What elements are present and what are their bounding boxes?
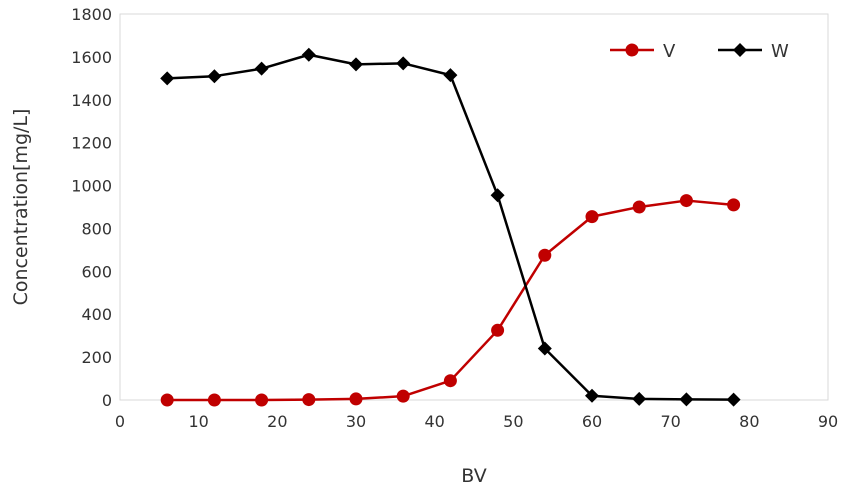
- data-point-w: [301, 47, 316, 62]
- y-tick-label: 200: [81, 348, 112, 367]
- y-axis-ticks: 0 200 400 600 800 1000 1200 1400 1600 1800: [71, 5, 112, 410]
- data-point-v: [538, 248, 552, 262]
- y-tick-label: 1400: [71, 91, 112, 110]
- data-point-w: [443, 68, 458, 83]
- data-point-v: [349, 392, 363, 406]
- x-axis-ticks: 0 10 20 30 40 50 60 70 80 90: [115, 412, 838, 431]
- y-tick-label: 1800: [71, 5, 112, 24]
- x-tick-label: 20: [267, 412, 287, 431]
- legend-item-w: W: [718, 41, 789, 62]
- data-point-v: [679, 194, 693, 208]
- legend-label: W: [771, 41, 789, 62]
- x-tick-label: 10: [188, 412, 208, 431]
- data-point-v: [632, 200, 646, 214]
- y-tick-label: 800: [81, 219, 112, 238]
- data-point-w: [632, 391, 647, 406]
- x-tick-label: 0: [115, 412, 125, 431]
- data-point-w: [160, 71, 175, 86]
- y-tick-label: 0: [102, 391, 112, 410]
- data-point-v: [160, 393, 174, 407]
- legend-marker: [625, 43, 639, 57]
- data-point-w: [726, 392, 741, 407]
- data-point-v: [491, 323, 505, 337]
- legend-item-v: V: [610, 41, 676, 62]
- data-point-w: [207, 69, 222, 84]
- x-tick-label: 40: [424, 412, 444, 431]
- data-point-v: [727, 198, 741, 212]
- data-point-v: [443, 374, 457, 388]
- legend-marker: [733, 43, 747, 57]
- y-tick-label: 400: [81, 305, 112, 324]
- data-point-w: [396, 56, 411, 71]
- x-tick-label: 30: [346, 412, 366, 431]
- data-point-w: [537, 341, 552, 356]
- x-tick-label: 60: [582, 412, 602, 431]
- y-axis-title: Concentration[mg/L]: [10, 109, 32, 306]
- x-tick-label: 90: [818, 412, 838, 431]
- x-tick-label: 80: [739, 412, 759, 431]
- y-tick-label: 600: [81, 262, 112, 281]
- legend-label: V: [663, 41, 676, 62]
- series-v: [160, 194, 741, 407]
- data-point-v: [585, 210, 599, 224]
- plot-area: [119, 13, 829, 401]
- series-layer: [160, 47, 741, 407]
- y-tick-label: 1200: [71, 134, 112, 153]
- data-point-w: [679, 392, 694, 407]
- data-point-w: [585, 388, 599, 403]
- x-axis-title: BV: [461, 465, 486, 487]
- data-point-v: [255, 393, 269, 407]
- data-point-v: [302, 393, 316, 407]
- data-point-v: [396, 389, 410, 403]
- data-point-v: [207, 393, 221, 407]
- x-tick-label: 70: [660, 412, 680, 431]
- data-point-w: [490, 188, 505, 203]
- y-tick-label: 1000: [71, 177, 112, 196]
- data-point-w: [349, 57, 363, 72]
- y-tick-label: 1600: [71, 48, 112, 67]
- series-w: [160, 47, 741, 407]
- x-tick-label: 50: [503, 412, 523, 431]
- data-point-w: [254, 61, 269, 76]
